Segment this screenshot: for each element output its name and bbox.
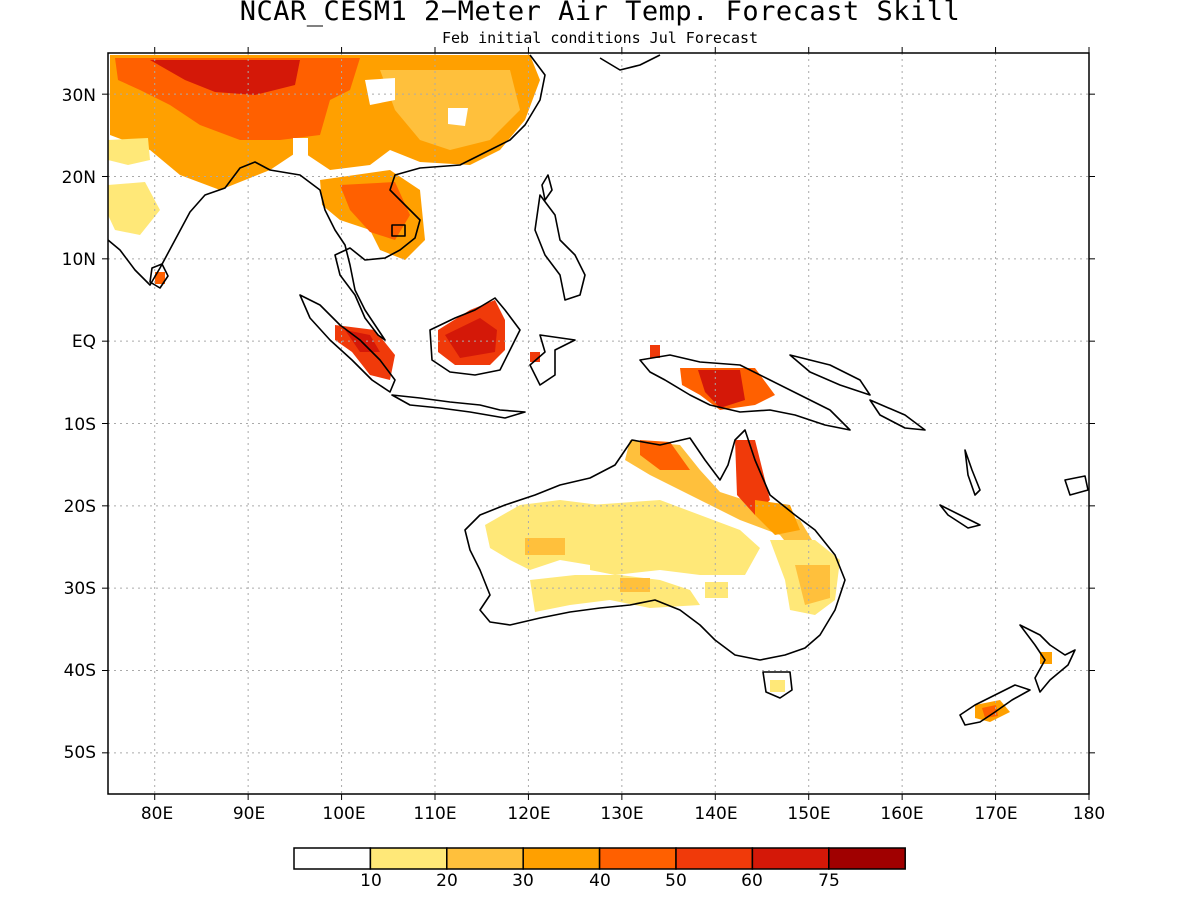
coastline-nz-north: [1019, 624, 1076, 693]
coastline-taiwan: [541, 174, 553, 201]
skill-fields: [108, 55, 1052, 722]
lat-label-20n: 20N: [61, 168, 96, 188]
skill-region-sumatra: [335, 325, 395, 380]
skill-region-india-w: [108, 182, 160, 235]
colorbar-swatch: [675, 847, 754, 870]
colorbar-label-20: 20: [436, 871, 458, 891]
colorbar-swatch: [828, 847, 906, 870]
coastline-solomons: [869, 399, 926, 431]
lon-label-170e: 170E: [974, 804, 1018, 824]
skill-hole-c: [293, 138, 308, 162]
skill-region-borneo-core: [445, 318, 497, 358]
lat-label-eq: EQ: [71, 332, 96, 352]
coastline-japan: [599, 54, 661, 71]
coastline-fiji: [1064, 475, 1089, 496]
coastline-sulawesi: [529, 334, 576, 386]
skill-region-east-australia-core: [795, 565, 830, 605]
lon-label-90e: 90E: [232, 804, 266, 824]
colorbar: [293, 847, 906, 870]
map-subtitle: Feb initial conditions Jul Forecast: [441, 29, 759, 47]
grid-lines: [108, 53, 1089, 794]
skill-region-tasmania: [770, 680, 785, 692]
skill-region-nz-south-core: [982, 705, 998, 718]
skill-region-central-australia: [590, 500, 760, 575]
skill-region-north-australia-core: [640, 440, 690, 470]
skill-region-cape-york-edge: [755, 500, 800, 535]
skill-region-png-dot: [650, 345, 660, 358]
coastline-nz-south: [959, 684, 1031, 726]
skill-hole-a: [365, 78, 395, 105]
coastline-asia-mainland: [107, 54, 546, 341]
skill-region-tibet-core: [150, 60, 300, 95]
colorbar-swatch: [598, 847, 677, 870]
skill-region-nz-north: [1040, 652, 1052, 664]
lon-label-140e: 140E: [694, 804, 738, 824]
lat-label-30n: 30N: [61, 86, 96, 106]
skill-region-new-guinea-core: [698, 370, 745, 408]
colorbar-label-40: 40: [589, 871, 611, 891]
coastline-philippines: [534, 194, 586, 301]
coastline-sumatra: [299, 294, 396, 393]
lon-label-80e: 80E: [140, 804, 174, 824]
skill-region-bight-dot: [705, 582, 728, 598]
skill-region-south-australia: [530, 575, 700, 612]
skill-region-india-nw: [108, 138, 150, 165]
coastline-new-britain: [789, 354, 871, 396]
colorbar-label-60: 60: [741, 871, 763, 891]
map-title: NCAR_CESM1 2−Meter Air Temp. Forecast Sk…: [239, 0, 961, 27]
colorbar-label-10: 10: [360, 871, 382, 891]
colorbar-swatch: [369, 847, 448, 870]
lon-label-110e: 110E: [413, 804, 457, 824]
lon-label-120e: 120E: [507, 804, 551, 824]
colorbar-swatch: [522, 847, 601, 870]
lat-label-40s: 40S: [63, 661, 96, 681]
lon-label-160e: 160E: [880, 804, 924, 824]
skill-region-india-dot: [155, 272, 165, 284]
colorbar-swatch: [293, 847, 372, 870]
colorbar-label-50: 50: [665, 871, 687, 891]
coastline-sri-lanka: [149, 263, 169, 289]
lat-label-30s: 30S: [63, 579, 96, 599]
lon-label-100e: 100E: [322, 804, 366, 824]
coastlines: [107, 54, 1089, 726]
skill-region-tibet-china-inner: [115, 58, 360, 140]
skill-region-west-australia-b: [525, 538, 565, 555]
lon-label-130e: 130E: [600, 804, 644, 824]
colorbar-swatch: [751, 847, 830, 870]
lon-label-150e: 150E: [787, 804, 831, 824]
colorbar-label-75: 75: [818, 871, 840, 891]
skill-region-cape-york: [735, 440, 770, 515]
colorbar-swatch: [446, 847, 524, 870]
lat-label-10n: 10N: [61, 250, 96, 270]
coastline-vanuatu: [964, 449, 981, 496]
skill-hole-b: [448, 108, 468, 126]
lat-label-20s: 20S: [63, 497, 96, 517]
coastline-hainan: [391, 224, 406, 237]
lon-label-180: 180: [1072, 804, 1106, 824]
skill-region-south-australia-b: [620, 578, 650, 592]
coastline-tasmania: [762, 671, 793, 699]
lat-label-50s: 50S: [63, 743, 96, 763]
coastline-australia: [464, 429, 846, 661]
coastline-new-guinea: [639, 354, 851, 431]
axis-ticks: [102, 47, 1095, 800]
skill-region-west-australia: [485, 500, 610, 570]
coastline-borneo: [429, 297, 521, 376]
colorbar-label-30: 30: [512, 871, 534, 891]
coastline-new-caledonia: [939, 504, 981, 529]
lat-label-10s: 10S: [63, 415, 96, 435]
coastline-java: [391, 394, 526, 419]
